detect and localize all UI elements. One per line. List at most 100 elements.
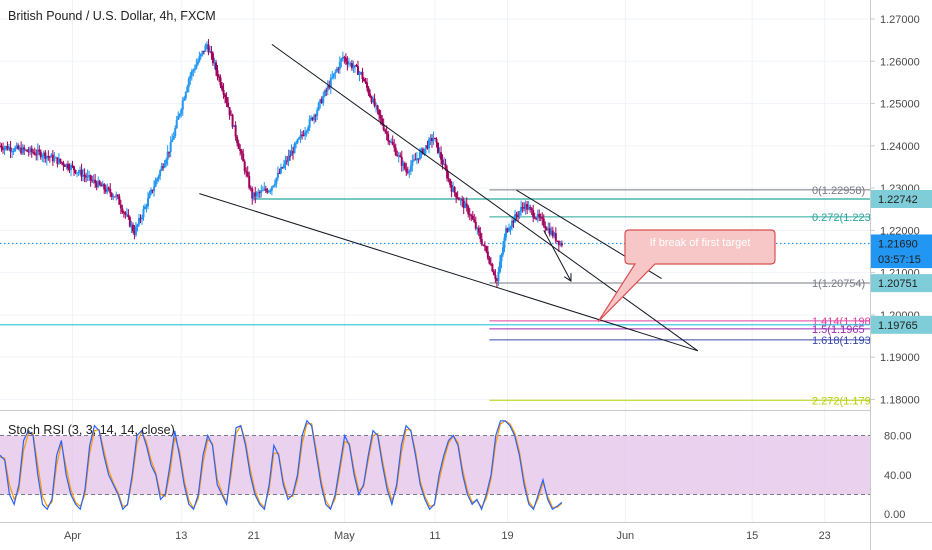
candle-body [397, 155, 400, 157]
candle-body [396, 155, 399, 157]
candle-body [325, 90, 328, 92]
candle-body [92, 179, 95, 181]
candle-body [501, 247, 504, 255]
candle-body [224, 94, 227, 98]
candle-body [103, 184, 106, 190]
candle-body [498, 261, 501, 272]
candle-body [139, 218, 142, 220]
candle-body [353, 65, 356, 68]
candle-body [71, 165, 74, 167]
candle-body [14, 147, 17, 152]
stoch-axis[interactable]: 80.00 40.00 0.00 [884, 431, 912, 522]
candle-body [322, 96, 325, 104]
candle-body [343, 57, 346, 59]
candle-body [109, 189, 112, 194]
candle-body [56, 157, 59, 164]
candle-body [246, 172, 249, 177]
candle-body [553, 233, 556, 237]
candle-body [430, 138, 433, 142]
stoch-tick-label: 40.00 [884, 470, 912, 482]
candle-body [15, 145, 18, 148]
candle-body [104, 189, 107, 192]
candle-body [424, 145, 427, 149]
candle-body [248, 176, 251, 188]
candle-body [82, 174, 85, 177]
chart-title: British Pound / U.S. Dollar, 4h, FXCM [8, 9, 216, 23]
candle-body [192, 70, 195, 72]
candle-body [76, 172, 79, 174]
candle-body [298, 137, 301, 140]
candle-body [118, 196, 121, 205]
candle-body [378, 109, 381, 115]
candle-body [373, 98, 376, 106]
fibonacci-extension[interactable]: 0(1.22958)0.272(1.2231(1.20754)1.414(1.1… [489, 185, 871, 407]
candle-body [279, 167, 282, 173]
candle-body [515, 214, 518, 216]
candle-body [462, 200, 465, 209]
candle-body [503, 237, 506, 248]
candle-body [346, 61, 349, 65]
candle-body [110, 193, 113, 197]
candle-body [388, 141, 391, 143]
candle-body [89, 175, 92, 181]
candle-body [106, 187, 109, 192]
candle-body [144, 206, 146, 209]
fib-level-label: 1.618(1.193 [812, 335, 871, 347]
time-tick-label: Jun [616, 530, 634, 542]
candle-body [551, 230, 554, 237]
candle-body [544, 226, 547, 229]
candle-body [548, 228, 551, 235]
candle-body [335, 68, 338, 72]
candle-body [529, 207, 532, 209]
candle-body [527, 207, 530, 210]
candle-body [160, 166, 163, 171]
candle-body [467, 206, 470, 215]
grid [0, 0, 870, 522]
candle-body [142, 208, 145, 218]
candle-body [418, 152, 421, 160]
candle-body [554, 233, 557, 241]
candle-body [444, 163, 447, 170]
time-tick-label: 21 [248, 530, 260, 542]
candle-body [249, 187, 252, 189]
candle-body [423, 148, 426, 154]
candle-body [21, 147, 24, 154]
candle-body [65, 163, 68, 167]
candle-body [181, 100, 184, 110]
price-badge-label: 03:57:15 [878, 254, 921, 266]
candle-body [437, 142, 440, 154]
candle-body [228, 107, 231, 115]
candle-body [186, 86, 189, 93]
candle-body [509, 226, 512, 230]
candle-body [495, 279, 498, 281]
candle-body [370, 96, 373, 103]
candle-body [168, 151, 171, 153]
candle-body [473, 219, 476, 222]
candle-body [41, 156, 44, 158]
candle-body [381, 118, 384, 125]
candle-body [47, 156, 50, 158]
candle-body [500, 254, 503, 262]
candle-body [470, 215, 473, 217]
candle-body [308, 119, 311, 128]
callout-annotation[interactable]: If break of first target [597, 229, 776, 323]
price-tick-label: 1.27000 [880, 14, 920, 26]
candle-body [0, 146, 3, 149]
candle-body [171, 139, 174, 143]
candle-body [432, 137, 435, 142]
candle-body [290, 151, 293, 156]
stoch-band [0, 435, 870, 495]
candle-body [187, 78, 190, 87]
time-axis[interactable]: Apr 13 21 May 11 19 Jun 15 23 [64, 530, 831, 542]
candle-body [409, 165, 412, 172]
candle-body [329, 78, 332, 88]
candle-body [387, 133, 390, 142]
candle-body [196, 61, 199, 65]
candle-body [539, 217, 542, 219]
candle-body [456, 197, 459, 199]
candle-body [415, 158, 418, 160]
candle-body [533, 217, 536, 219]
candle-body [218, 76, 221, 78]
candle-body [447, 178, 450, 180]
